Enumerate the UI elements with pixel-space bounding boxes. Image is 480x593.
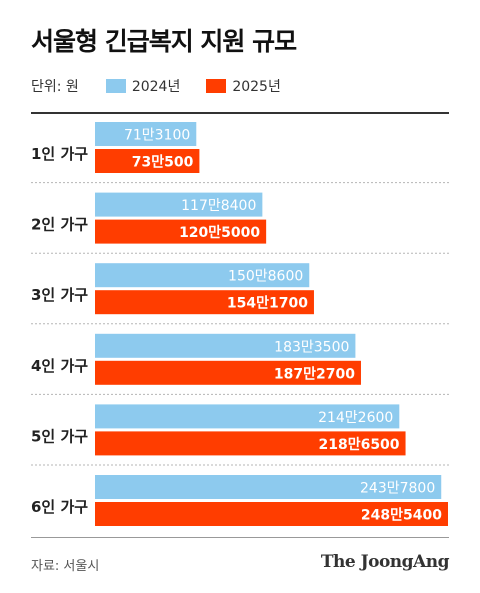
source-note: 자료: 서울시	[31, 559, 100, 574]
bar-2025	[95, 219, 267, 244]
category-label: 3인 가구	[31, 286, 88, 304]
bar-2025	[95, 431, 406, 456]
data-label-2024: 150만8600	[228, 269, 303, 285]
data-label-2025: 120만5000	[179, 225, 260, 241]
data-label-2025: 248만5400	[361, 508, 442, 524]
data-label-2025: 218만6500	[318, 437, 399, 453]
bar-2025	[95, 360, 361, 385]
data-label-2024: 183만3500	[274, 339, 349, 355]
legend-swatch-2025	[206, 79, 227, 93]
data-label-2024: 117만8400	[181, 198, 256, 214]
legend: 단위: 원 2024년 2025년	[31, 76, 307, 96]
legend-label-2024: 2024년	[131, 79, 181, 95]
unit-label: 단위: 원	[31, 79, 79, 95]
legend-item-2024: 2024년	[105, 76, 181, 96]
category-label: 1인 가구	[31, 145, 88, 163]
legend-label-2025: 2025년	[232, 79, 281, 95]
bar-2024	[95, 333, 356, 358]
top-rule	[31, 112, 449, 114]
category-label: 2인 가구	[31, 216, 88, 234]
data-label-2024: 214만2600	[318, 410, 393, 426]
legend-item-2025: 2025년	[206, 76, 281, 96]
chart-title: 서울형 긴급복지 지원 규모	[31, 27, 297, 56]
bar-2025	[95, 502, 448, 526]
brand-logo: The JoongAng	[320, 552, 450, 572]
category-label: 4인 가구	[31, 357, 88, 375]
bar-2024	[95, 192, 263, 217]
bar-2024	[95, 263, 310, 288]
legend-swatch-2024	[105, 79, 126, 93]
category-label: 6인 가구	[31, 498, 88, 516]
bar-2025	[95, 290, 314, 315]
data-label-2024: 243만7800	[360, 481, 435, 497]
data-label-2024: 71만3100	[124, 128, 190, 144]
bar-2024	[95, 404, 400, 429]
bottom-rule	[31, 537, 449, 538]
bar-2025	[95, 149, 200, 173]
bar-2024	[95, 122, 197, 146]
data-label-2025: 154만1700	[227, 296, 308, 312]
category-label: 5인 가구	[31, 427, 88, 445]
data-label-2025: 187만2700	[274, 366, 355, 382]
data-label-2025: 73만500	[132, 155, 194, 171]
bar-2024	[95, 475, 442, 499]
